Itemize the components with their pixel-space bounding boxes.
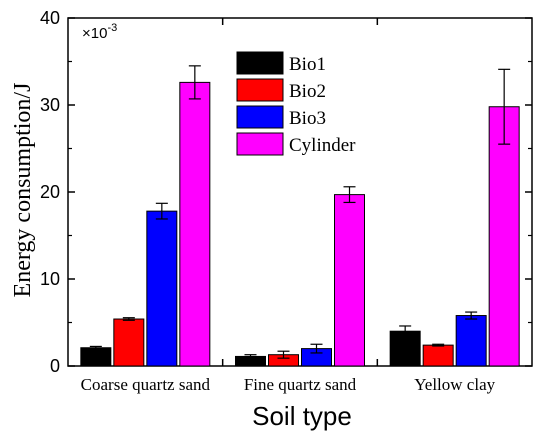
legend-label: Bio3 bbox=[289, 108, 326, 129]
bar bbox=[422, 344, 454, 367]
y-tick-label: 30 bbox=[40, 95, 60, 115]
y-multiplier-label: ×10-3 bbox=[82, 22, 117, 42]
bar bbox=[80, 347, 112, 367]
y-multiplier-exponent: -3 bbox=[107, 22, 117, 34]
y-tick-label: 20 bbox=[40, 182, 60, 202]
legend-label: Bio2 bbox=[289, 81, 326, 102]
y-tick-label: 10 bbox=[40, 269, 60, 289]
bar bbox=[179, 81, 211, 367]
axes-group: 0 10 20 30 40 Coarse quartz sand Fine quartz s… bbox=[40, 8, 532, 394]
bar bbox=[146, 210, 178, 367]
y-tick-label: 40 bbox=[40, 8, 60, 28]
legend: Bio1 Bio2 Bio3 Cylinder bbox=[236, 51, 356, 156]
x-tick-label: Yellow clay bbox=[414, 375, 495, 394]
bar bbox=[334, 194, 365, 367]
x-axis-label: Soil type bbox=[252, 401, 352, 431]
bar bbox=[113, 318, 145, 367]
x-tick-label: Fine quartz sand bbox=[244, 375, 357, 394]
legend-label: Bio1 bbox=[289, 54, 326, 75]
bar bbox=[488, 106, 520, 367]
legend-swatch bbox=[236, 51, 284, 75]
legend-swatch bbox=[236, 78, 284, 102]
legend-swatch bbox=[236, 105, 284, 129]
y-axis-label: Energy consumption/J bbox=[10, 83, 36, 298]
legend-label: Cylinder bbox=[289, 135, 356, 156]
bars-group bbox=[80, 81, 520, 367]
x-tick-label: Coarse quartz sand bbox=[81, 375, 211, 394]
bar bbox=[455, 315, 487, 367]
legend-swatch bbox=[236, 132, 284, 156]
error-bars-group bbox=[89, 65, 511, 359]
y-tick-label: 0 bbox=[50, 356, 60, 376]
y-multiplier-base: ×10 bbox=[82, 25, 107, 42]
